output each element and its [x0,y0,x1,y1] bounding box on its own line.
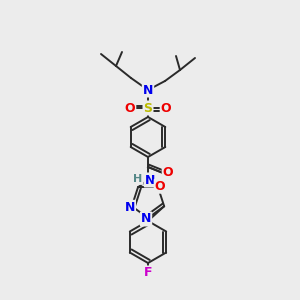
Text: O: O [155,180,165,193]
Text: N: N [143,83,153,97]
Text: S: S [143,101,152,115]
Text: O: O [125,101,135,115]
Text: N: N [145,173,155,187]
Text: O: O [163,166,173,178]
Text: O: O [161,101,171,115]
Text: N: N [124,201,135,214]
Text: H: H [134,174,142,184]
Text: F: F [144,266,152,280]
Text: N: N [141,212,151,226]
